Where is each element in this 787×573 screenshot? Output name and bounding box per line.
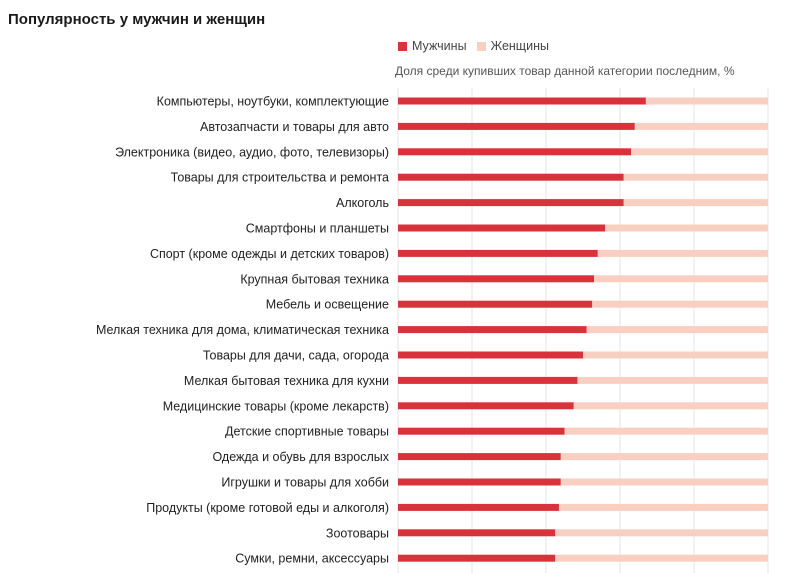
bar-men[interactable]: [398, 224, 606, 232]
bar-men[interactable]: [398, 275, 595, 283]
chart-title: Популярность у мужчин и женщин: [8, 11, 266, 28]
bar-women[interactable]: [564, 427, 769, 435]
bar-women[interactable]: [573, 402, 768, 410]
bar-men[interactable]: [398, 249, 598, 257]
axis-caption: Доля среди купивших товар данной категор…: [395, 64, 735, 78]
bar-men[interactable]: [398, 376, 578, 384]
bar-men[interactable]: [398, 427, 565, 435]
bar-women[interactable]: [555, 529, 768, 537]
bar-men[interactable]: [398, 97, 646, 105]
bar-women[interactable]: [605, 224, 768, 232]
bar-men[interactable]: [398, 148, 632, 156]
bar-men[interactable]: [398, 300, 593, 308]
legend-label-women: Женщины: [490, 39, 549, 53]
bar-women[interactable]: [631, 148, 768, 156]
bar-women[interactable]: [634, 122, 768, 130]
bar-men[interactable]: [398, 503, 559, 511]
bar-men[interactable]: [398, 478, 561, 486]
bar-men[interactable]: [398, 173, 624, 181]
bar-women[interactable]: [555, 554, 768, 562]
bar-men[interactable]: [398, 402, 574, 410]
category-label: Товары для дачи, сада, огорода: [203, 349, 389, 363]
category-label: Продукты (кроме готовой еды и алкоголя): [146, 501, 389, 515]
bar-women[interactable]: [645, 97, 768, 105]
bar-women[interactable]: [558, 503, 768, 511]
category-label: Смартфоны и планшеты: [246, 222, 389, 236]
category-label: Компьютеры, ноутбуки, комплектующие: [157, 95, 389, 109]
category-label: Игрушки и товары для хобби: [221, 476, 389, 490]
legend-swatch-men: [398, 41, 407, 51]
bar-men[interactable]: [398, 453, 561, 461]
legend-item-women[interactable]: Женщины: [476, 39, 549, 53]
category-label: Алкоголь: [336, 196, 389, 210]
category-label: Сумки, ремни, аксессуары: [235, 552, 389, 566]
category-label: Крупная бытовая техника: [240, 272, 389, 286]
category-label: Зоотовары: [326, 526, 389, 540]
category-label: Спорт (кроме одежды и детских товаров): [150, 247, 389, 261]
bar-men[interactable]: [398, 529, 556, 537]
bar-men[interactable]: [398, 351, 583, 359]
bar-women[interactable]: [560, 453, 768, 461]
bar-women[interactable]: [597, 249, 768, 257]
category-label: Автозапчасти и товары для авто: [200, 120, 389, 134]
bar-men[interactable]: [398, 326, 587, 334]
bar-women[interactable]: [592, 300, 768, 308]
bar-men[interactable]: [398, 122, 635, 130]
bar-men[interactable]: [398, 554, 556, 562]
bar-women[interactable]: [583, 351, 768, 359]
category-label: Мелкая техника для дома, климатическая т…: [96, 323, 389, 337]
bar-women[interactable]: [594, 275, 768, 283]
category-label: Детские спортивные товары: [225, 425, 389, 439]
category-label: Одежда и обувь для взрослых: [212, 450, 389, 464]
category-label: Мебель и освещение: [266, 298, 389, 312]
legend-swatch-women: [476, 41, 486, 51]
category-label: Электроника (видео, аудио, фото, телевиз…: [115, 145, 389, 159]
bar-women[interactable]: [586, 326, 768, 334]
bar-men[interactable]: [398, 199, 624, 207]
bar-women[interactable]: [560, 478, 768, 486]
legend-label-men: Мужчины: [412, 39, 467, 53]
bar-women[interactable]: [577, 376, 768, 384]
bar-women[interactable]: [623, 173, 768, 181]
category-label: Медицинские товары (кроме лекарств): [163, 399, 389, 413]
legend-item-men[interactable]: Мужчины: [398, 39, 467, 53]
legend: Мужчины Женщины: [398, 39, 559, 53]
category-label: Мелкая бытовая техника для кухни: [184, 374, 389, 388]
bar-women[interactable]: [623, 199, 768, 207]
category-label: Товары для строительства и ремонта: [171, 171, 389, 185]
